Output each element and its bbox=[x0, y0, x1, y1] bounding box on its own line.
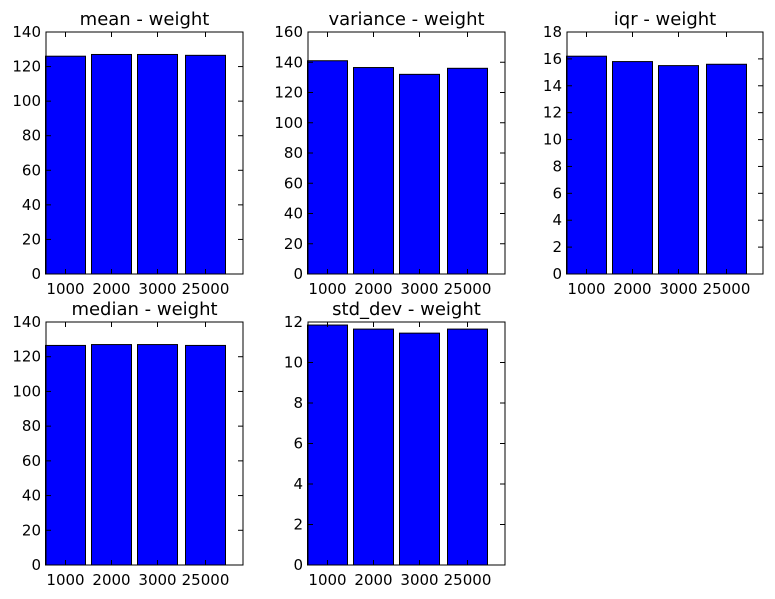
x-tick-label: 25000 bbox=[703, 280, 751, 298]
subplot-4: 0 20 40 60 80 100 120 140 1000 2000 3000 25000 media… bbox=[12, 299, 244, 589]
bar-25000 bbox=[185, 344, 226, 566]
y-tick-label: 4 bbox=[552, 211, 562, 229]
y-tick-label: 0 bbox=[552, 265, 562, 283]
bar-1000 bbox=[566, 55, 607, 275]
y-tick-label: 8 bbox=[293, 394, 303, 412]
y-tick-label: 0 bbox=[31, 556, 41, 574]
bar-3000 bbox=[399, 73, 440, 275]
y-tick-label: 0 bbox=[293, 265, 303, 283]
bar-3000 bbox=[137, 344, 178, 566]
y-tick-label: 14 bbox=[543, 77, 562, 95]
y-tick-label: 20 bbox=[284, 235, 303, 253]
x-tick-label: 2000 bbox=[613, 280, 651, 298]
x-tick-label: 25000 bbox=[182, 571, 230, 589]
y-tick-label: 18 bbox=[543, 23, 562, 41]
y-tick-label: 60 bbox=[22, 452, 41, 470]
x-tick-label: 3000 bbox=[400, 280, 438, 298]
y-tick-label: 60 bbox=[22, 161, 41, 179]
bar-2000 bbox=[353, 67, 394, 275]
x-tick-label: 25000 bbox=[444, 280, 492, 298]
bar-2000 bbox=[91, 344, 132, 566]
y-tick-label: 10 bbox=[284, 354, 303, 372]
bar-25000 bbox=[447, 67, 488, 275]
y-tick-label: 140 bbox=[12, 23, 41, 41]
y-tick-label: 20 bbox=[22, 230, 41, 248]
x-tick-label: 1000 bbox=[46, 280, 84, 298]
x-tick-label: 2000 bbox=[92, 571, 130, 589]
y-tick-label: 120 bbox=[12, 348, 41, 366]
bar-1000 bbox=[45, 55, 86, 275]
x-tick-label: 2000 bbox=[354, 571, 392, 589]
x-tick-label: 3000 bbox=[138, 571, 176, 589]
bar-3000 bbox=[399, 332, 440, 566]
y-tick-label: 120 bbox=[12, 58, 41, 76]
y-tick-label: 12 bbox=[284, 313, 303, 331]
subplot-title: median - weight bbox=[71, 299, 217, 320]
x-tick-label: 3000 bbox=[400, 571, 438, 589]
y-tick-label: 16 bbox=[543, 50, 562, 68]
x-tick-label: 3000 bbox=[659, 280, 697, 298]
y-tick-label: 40 bbox=[22, 487, 41, 505]
bar-1000 bbox=[45, 344, 86, 566]
y-tick-label: 12 bbox=[543, 104, 562, 122]
y-tick-label: 120 bbox=[274, 84, 303, 102]
subplot-title: variance - weight bbox=[328, 9, 484, 30]
bar-3000 bbox=[137, 53, 178, 275]
subplot-5: 0 2 4 6 8 10 12 1000 2000 3000 25000 std_dev - weig… bbox=[284, 299, 506, 589]
bar-25000 bbox=[706, 63, 747, 275]
bar-2000 bbox=[353, 328, 394, 566]
bar-25000 bbox=[447, 328, 488, 566]
x-tick-label: 2000 bbox=[92, 280, 130, 298]
y-tick-label: 80 bbox=[22, 417, 41, 435]
y-tick-label: 100 bbox=[274, 114, 303, 132]
bar-1000 bbox=[307, 324, 348, 566]
y-tick-label: 140 bbox=[12, 313, 41, 331]
bar-2000 bbox=[91, 53, 132, 275]
x-tick-label: 25000 bbox=[182, 280, 230, 298]
subplot-3: 0 2 4 6 8 10 12 14 16 18 1000 2000 3000 25000 iqr - we… bbox=[543, 9, 764, 298]
y-tick-label: 8 bbox=[552, 157, 562, 175]
axes-frame bbox=[45, 31, 244, 275]
y-tick-label: 0 bbox=[31, 265, 41, 283]
subplot-title: mean - weight bbox=[80, 9, 210, 30]
y-tick-label: 4 bbox=[293, 475, 303, 493]
x-tick-label: 25000 bbox=[444, 571, 492, 589]
y-tick-label: 60 bbox=[284, 174, 303, 192]
bar-1000 bbox=[307, 60, 348, 275]
x-tick-label: 1000 bbox=[308, 280, 346, 298]
y-tick-label: 40 bbox=[22, 196, 41, 214]
y-tick-label: 40 bbox=[284, 205, 303, 223]
axes-frame bbox=[45, 321, 244, 566]
y-tick-label: 140 bbox=[274, 53, 303, 71]
bar-25000 bbox=[185, 54, 226, 275]
subplot-2: 0 20 40 60 80 100 120 140 160 1000 2000 3000 25000 va… bbox=[274, 9, 506, 298]
x-tick-label: 3000 bbox=[138, 280, 176, 298]
subplot-title: iqr - weight bbox=[614, 9, 716, 30]
y-tick-label: 20 bbox=[22, 521, 41, 539]
subplot-title: std_dev - weight bbox=[332, 299, 481, 320]
y-tick-label: 0 bbox=[293, 556, 303, 574]
y-tick-label: 10 bbox=[543, 131, 562, 149]
axes-frame bbox=[566, 31, 764, 275]
x-tick-label: 2000 bbox=[354, 280, 392, 298]
x-tick-label: 1000 bbox=[308, 571, 346, 589]
bar-3000 bbox=[658, 65, 699, 275]
y-tick-label: 6 bbox=[552, 184, 562, 202]
y-tick-label: 80 bbox=[284, 144, 303, 162]
y-tick-label: 100 bbox=[12, 92, 41, 110]
y-tick-label: 6 bbox=[293, 435, 303, 453]
x-tick-label: 1000 bbox=[46, 571, 84, 589]
subplot-1: 0 20 40 60 80 100 120 140 1000 2000 3000 25000 mean … bbox=[12, 9, 244, 298]
x-tick-label: 1000 bbox=[567, 280, 605, 298]
y-tick-label: 80 bbox=[22, 127, 41, 145]
y-tick-label: 2 bbox=[293, 516, 303, 534]
y-tick-label: 160 bbox=[274, 23, 303, 41]
y-tick-label: 100 bbox=[12, 382, 41, 400]
bar-2000 bbox=[612, 61, 653, 275]
y-tick-label: 2 bbox=[552, 238, 562, 256]
